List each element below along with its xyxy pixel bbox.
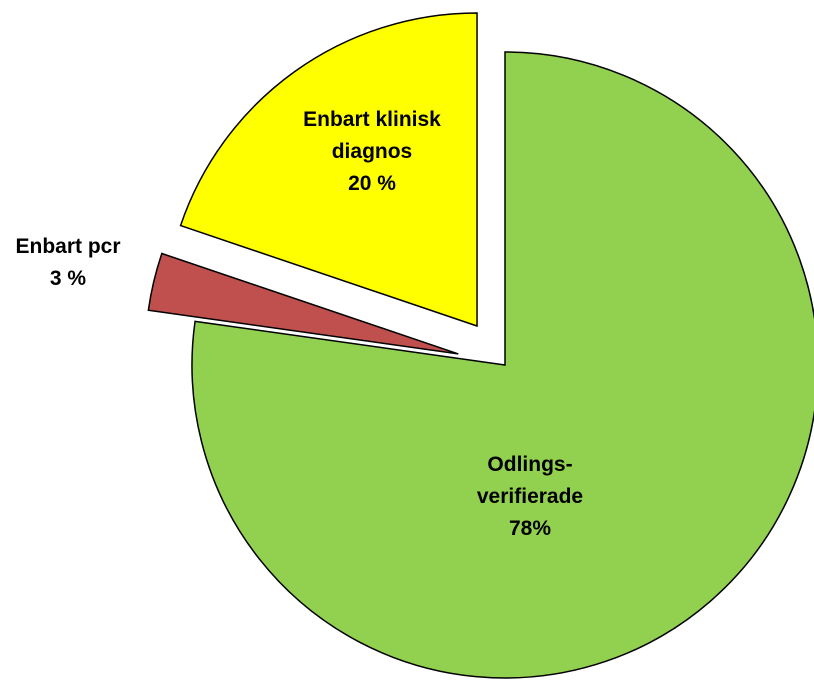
category-label: Enbart klinisk diagnos — [303, 108, 441, 163]
pie-slice — [179, 12, 478, 328]
slice-label: Odlings-verifierade 78% — [455, 449, 605, 545]
value-label: 20 % — [348, 172, 396, 195]
pie-slice — [147, 252, 459, 355]
value-label: 3 % — [49, 267, 87, 290]
category-label: Enbart pcr — [15, 235, 121, 258]
pie-slice — [191, 51, 814, 679]
value-label: 78% — [508, 517, 552, 540]
slice-label: Enbart pcr 3 % — [3, 231, 133, 295]
slice-label: Enbart klinisk diagnos 20 % — [277, 104, 467, 200]
category-label: Odlings-verifierade — [476, 453, 584, 508]
